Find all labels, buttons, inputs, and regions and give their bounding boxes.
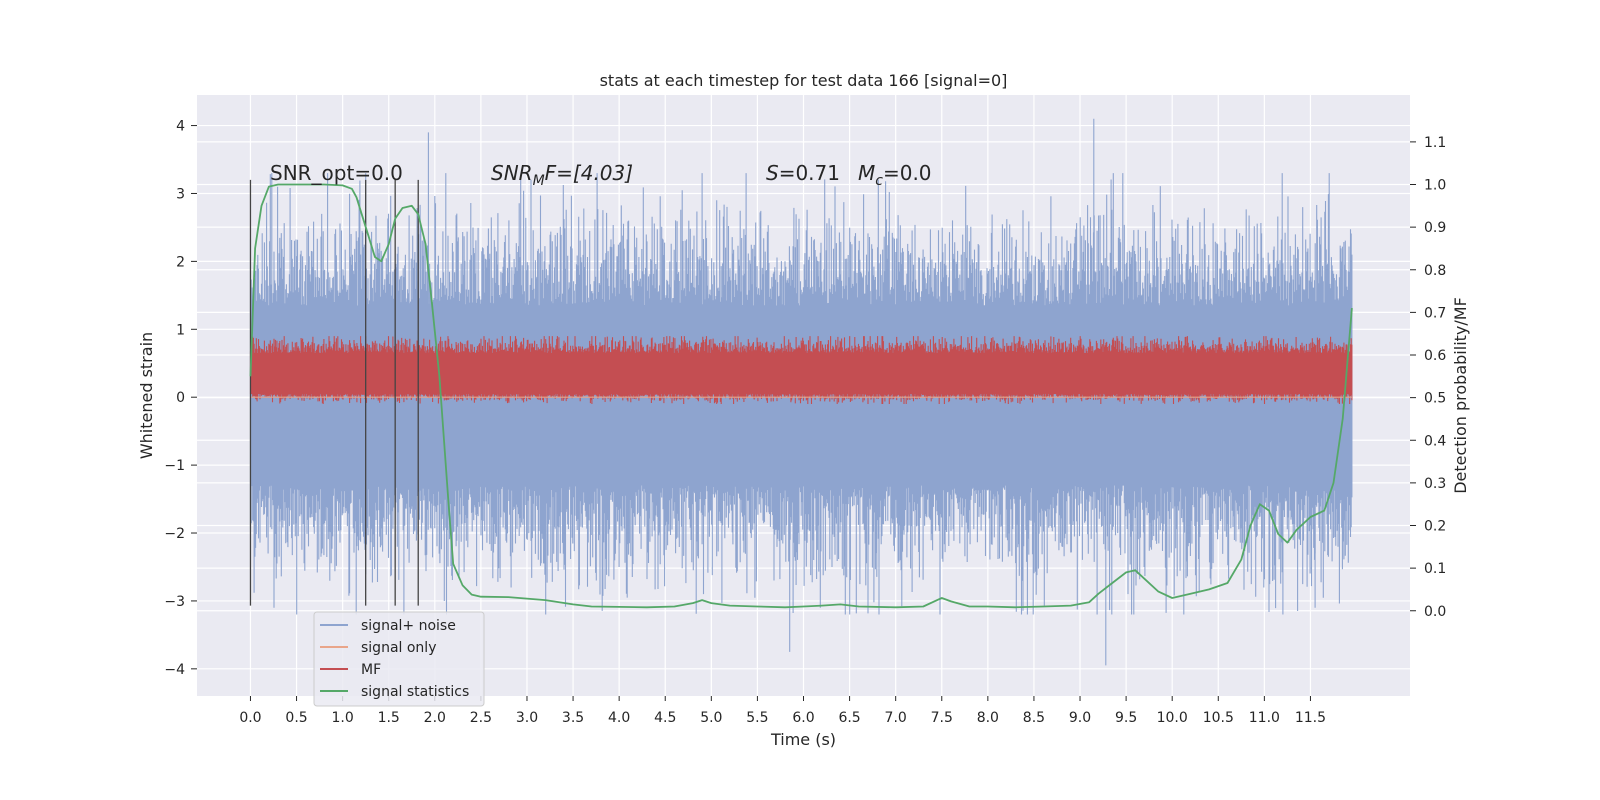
y-tick-label: 1 — [176, 322, 185, 338]
y-right-tick-label: 0.0 — [1424, 604, 1446, 620]
x-tick-label: 0.0 — [239, 710, 261, 726]
legend-label: MF — [361, 662, 381, 678]
legend-label: signal only — [361, 640, 436, 656]
x-tick-label: 3.0 — [516, 710, 538, 726]
y-right-tick-label: 0.1 — [1424, 561, 1446, 577]
series-signal-statistics — [249, 183, 1353, 609]
annotation-mc-symbol: M — [858, 161, 875, 185]
x-axis-label: Time (s) — [770, 730, 836, 749]
x-tick-label: 10.5 — [1203, 710, 1234, 726]
x-tick-label: 8.0 — [977, 710, 999, 726]
y-tick-label: 0 — [176, 390, 185, 406]
annotation-snr-mf: SNRMF=[4.03] — [491, 161, 633, 189]
y-right-tick-label: 0.8 — [1424, 263, 1446, 279]
x-tick-label: 5.5 — [746, 710, 768, 726]
x-tick-label: 2.5 — [470, 710, 492, 726]
y-tick-label: −4 — [164, 662, 185, 678]
x-tick-label: 2.0 — [424, 710, 446, 726]
x-tick-label: 11.0 — [1249, 710, 1280, 726]
y-axis-label-right: Detection probability/MF — [1451, 297, 1470, 494]
annotation-mc-subscript: c — [875, 173, 883, 189]
annotation-snr-mf-subscript: M — [533, 173, 545, 189]
y-right-tick-label: 0.4 — [1424, 433, 1446, 449]
x-tick-label: 7.5 — [931, 710, 953, 726]
x-tick-label: 7.0 — [885, 710, 907, 726]
y-axis-ticks-left: −4 −3 −2 −1 0 1 2 3 4 — [164, 119, 197, 678]
x-tick-label: 1.5 — [378, 710, 400, 726]
y-right-tick-label: 1.1 — [1424, 135, 1446, 151]
y-right-tick-label: 1.0 — [1424, 178, 1446, 194]
annotation-s-symbol: S — [766, 161, 779, 185]
y-right-tick-label: 0.5 — [1424, 391, 1446, 407]
y-right-tick-label: 0.3 — [1424, 476, 1446, 492]
y-tick-label: 4 — [176, 119, 185, 135]
annotation-snr-opt: SNR_opt=0.0 — [270, 161, 403, 185]
annotation-s: S=0.71 — [766, 161, 840, 185]
y-tick-label: −2 — [164, 526, 185, 542]
y-right-tick-label: 0.6 — [1424, 348, 1446, 364]
x-tick-label: 6.0 — [792, 710, 814, 726]
x-tick-label: 9.5 — [1115, 710, 1137, 726]
x-tick-label: 8.5 — [1023, 710, 1045, 726]
y-axis-ticks-right: 0.0 0.1 0.2 0.3 0.4 0.5 0.6 0.7 0.8 0.9 1.0 1.1 — [1410, 135, 1446, 620]
annotation-mc: Mc=0.0 — [858, 161, 932, 189]
annotation-s-value: =0.71 — [779, 161, 840, 185]
x-tick-label: 3.5 — [562, 710, 584, 726]
annotation-snr-mf-symbol: SNR — [491, 161, 533, 185]
legend-label: signal+ noise — [361, 618, 456, 634]
chart-title: stats at each timestep for test data 166… — [600, 71, 1008, 90]
series-mf — [249, 336, 1353, 404]
x-axis-ticks: 0.0 0.5 1.0 1.5 2.0 2.5 3.0 3.5 4.0 4.5 5.0 5.5 6.0 6… — [239, 696, 1326, 726]
x-tick-label: 11.5 — [1295, 710, 1326, 726]
y-tick-label: −3 — [164, 594, 185, 610]
y-axis-label-left: Whitened strain — [137, 332, 156, 459]
y-right-tick-label: 0.2 — [1424, 519, 1446, 535]
legend-label: signal statistics — [361, 684, 469, 700]
x-tick-label: 10.0 — [1157, 710, 1188, 726]
x-tick-label: 6.5 — [838, 710, 860, 726]
legend-entries: signal+ noise signal only MF signal statist… — [320, 618, 469, 700]
x-tick-label: 4.0 — [608, 710, 630, 726]
y-tick-label: −1 — [164, 458, 185, 474]
vertical-markers — [249, 179, 419, 606]
y-right-tick-label: 0.7 — [1424, 305, 1446, 321]
y-right-tick-label: 0.9 — [1424, 220, 1446, 236]
legend-frame — [313, 611, 485, 707]
y-tick-label: 2 — [176, 254, 185, 270]
legend: signal+ noise signal only MF signal statist… — [313, 611, 485, 707]
annotation-mc-value: =0.0 — [883, 161, 932, 185]
x-tick-label: 4.5 — [654, 710, 676, 726]
signal-statistics-line — [249, 183, 1353, 609]
y-tick-label: 3 — [176, 186, 185, 202]
annotation-snr-mf-value: F=[4.03] — [545, 161, 633, 185]
x-tick-label: 0.5 — [285, 710, 307, 726]
x-tick-label: 1.0 — [332, 710, 354, 726]
x-tick-label: 5.0 — [700, 710, 722, 726]
x-tick-label: 9.0 — [1069, 710, 1091, 726]
